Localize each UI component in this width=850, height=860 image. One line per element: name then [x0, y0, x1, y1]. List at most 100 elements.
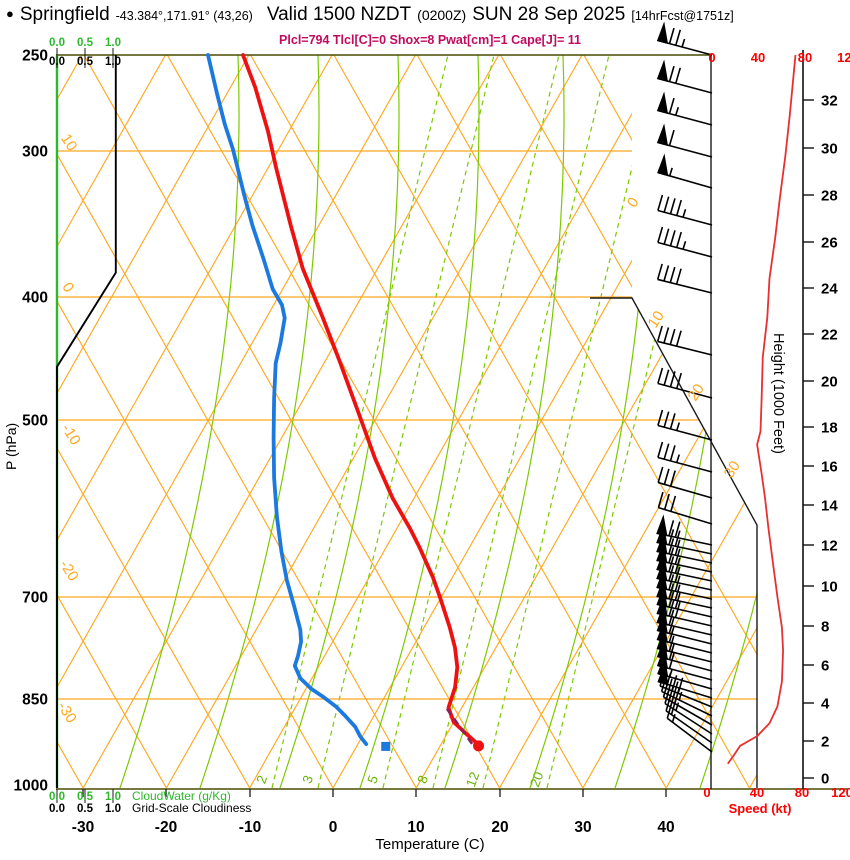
temp-tick-label: -30 — [72, 819, 94, 836]
height-tick-label: 8 — [821, 619, 829, 636]
dry-adiabat-line — [56, 55, 167, 788]
mixing-ratio-line — [382, 55, 560, 788]
cloudiness-scale-value: 0.0 — [49, 56, 65, 68]
station-name: Springfield — [19, 4, 110, 25]
wind-barb — [656, 59, 713, 94]
dry-adiabat-line — [56, 55, 251, 788]
isotherm-label: 0 — [624, 194, 643, 210]
moist-adiabat-line — [279, 55, 400, 788]
dry-adiabat-label: 0 — [58, 279, 77, 295]
pressure-tick-label: 300 — [22, 144, 48, 161]
isotherm-line — [56, 55, 333, 788]
wind-barb — [666, 702, 713, 753]
dry-adiabat-line — [333, 55, 751, 788]
speed-bottom-tick-label: 40 — [750, 785, 764, 800]
wind-barb — [657, 153, 713, 189]
height-tick-label: 16 — [821, 459, 838, 476]
isotherm-line — [82, 55, 500, 788]
cloudwater-scale-value: 0.0 — [49, 37, 65, 49]
parcel-path — [445, 708, 475, 747]
height-tick-label: 12 — [821, 538, 838, 555]
chart-cut-boundary — [590, 297, 758, 788]
temperature-curve — [241, 53, 479, 745]
moist-adiabat-line — [119, 55, 240, 788]
isotherm-label: 20 — [685, 381, 708, 404]
dry-adiabat-line — [56, 55, 417, 788]
speed-bottom-tick-label: 120 — [831, 785, 850, 800]
wind-barb — [656, 325, 713, 356]
isotherm-label: 10 — [645, 308, 668, 331]
pressure-tick-label: 1000 — [14, 778, 48, 795]
cloudiness-scale-label: Grid-Scale Cloudiness — [132, 801, 252, 815]
isotherm-line — [56, 55, 167, 788]
isotherm-line — [56, 55, 250, 788]
pressure-tick-label: 700 — [22, 590, 48, 607]
temp-tick-label: 30 — [574, 819, 591, 836]
isotherm-line — [165, 55, 583, 788]
mixing-ratio-label: 5 — [364, 773, 381, 785]
isotherm-line — [415, 55, 757, 788]
wind-barb — [657, 491, 713, 525]
temperature-axis-title: Temperature (C) — [375, 836, 485, 853]
pressure-tick-label: 250 — [22, 48, 48, 65]
isotherm-label: 30 — [721, 458, 744, 481]
surface-dew-marker — [381, 741, 391, 751]
mixing-ratio-label: 2 — [253, 773, 270, 785]
dry-adiabat-line — [83, 55, 501, 788]
isotherm-line — [249, 55, 666, 788]
wind-barb — [656, 629, 713, 663]
mixing-ratio-label: 3 — [299, 773, 316, 785]
dry-adiabat-line — [56, 55, 334, 788]
height-tick-label: 4 — [821, 696, 830, 713]
moist-adiabat-line — [529, 55, 650, 788]
temp-tick-label: 10 — [407, 819, 424, 836]
cloudwater-scale-value: 0.0 — [49, 791, 65, 803]
speed-top-tick-label: 120 — [837, 50, 850, 65]
temp-tick-label: -10 — [239, 819, 261, 836]
isotherm-line — [665, 55, 757, 788]
height-tick-label: 26 — [821, 235, 838, 252]
moist-adiabat-line — [359, 55, 480, 788]
height-tick-label: 32 — [821, 93, 838, 110]
isotherm-line — [56, 55, 416, 788]
dry-adiabat-label: 10 — [57, 131, 80, 154]
height-tick-label: 30 — [821, 141, 838, 158]
mixing-ratio-label: 8 — [414, 773, 431, 785]
height-tick-label: 20 — [821, 374, 838, 391]
mixing-ratio-line — [317, 55, 495, 788]
pressure-tick-label: 500 — [22, 413, 48, 430]
height-tick-label: 10 — [821, 579, 838, 596]
speed-top-tick-label: 80 — [798, 50, 812, 65]
pressure-tick-label: 850 — [22, 692, 48, 709]
dry-adiabat-label: -20 — [56, 557, 82, 584]
temp-tick-label: 20 — [491, 819, 508, 836]
dewpoint-curve — [206, 53, 369, 746]
mixing-ratio-label: 12 — [463, 770, 482, 789]
station-bullet-icon: ● — [6, 6, 14, 21]
speed-bottom-tick-label: 80 — [795, 785, 809, 800]
speed-top-tick-label: 0 — [708, 50, 715, 65]
pressure-axis-title: P (hPa) — [3, 422, 19, 470]
height-tick-label: 6 — [821, 658, 829, 675]
temp-tick-label: 40 — [657, 819, 674, 836]
wind-barb — [656, 91, 713, 126]
height-tick-label: 14 — [821, 498, 838, 515]
wind-barb — [657, 367, 713, 399]
moist-adiabat-line — [199, 55, 320, 788]
wind-barb — [657, 194, 713, 226]
cloudiness-scale-value: 0.5 — [77, 803, 94, 815]
dry-adiabat-label: -10 — [58, 421, 84, 448]
temp-tick-label: -20 — [155, 819, 177, 836]
valid-zulu: (0200Z) — [417, 7, 467, 23]
cloudwater-scale-value: 0.5 — [77, 791, 94, 803]
valid-time: Valid 1500 NZDT — [266, 4, 412, 25]
moist-adiabat-line — [444, 55, 565, 788]
stability-indices: Plcl=794 Tlcl[C]=0 Shox=8 Pwat[cm]=1 Cap… — [279, 33, 581, 47]
mixing-ratio-label: 20 — [527, 770, 546, 789]
cloudiness-profile — [56, 55, 117, 788]
wind-barb — [657, 226, 713, 258]
wind-barb — [657, 441, 713, 473]
cloudwater-scale-label: CloudWater (g/Kg) — [132, 789, 231, 803]
